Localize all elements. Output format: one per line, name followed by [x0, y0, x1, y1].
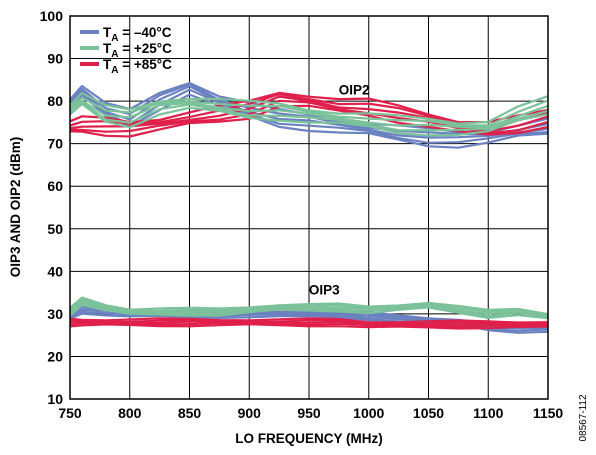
- series-oip3-5: [69, 317, 549, 330]
- legend: TA = –40°CTA = +25°CTA = +85°C: [80, 25, 172, 76]
- y-tick-label: 20: [47, 348, 63, 364]
- y-tick-label: 10: [47, 391, 63, 407]
- legend-label: TA = +85°C: [103, 57, 172, 76]
- legend-symbol: T: [103, 25, 112, 40]
- x-tick-label: 800: [118, 405, 142, 421]
- series-line: [69, 91, 549, 125]
- x-tick-label: 1150: [533, 405, 564, 421]
- series-line: [69, 102, 549, 137]
- series-line: [69, 101, 549, 132]
- y-tick-label: 80: [47, 93, 63, 109]
- y-tick-label: 70: [47, 136, 63, 152]
- legend-label: TA = –40°C: [103, 25, 172, 44]
- series-line: [69, 320, 549, 327]
- legend-subscript: A: [111, 33, 118, 44]
- x-tick-label: 1100: [473, 405, 504, 421]
- series-line: [69, 318, 549, 326]
- figure-code: 08567-112: [578, 394, 589, 442]
- legend-symbol: T: [103, 57, 112, 72]
- series-oip2-1: [69, 91, 549, 137]
- series-line: [69, 317, 549, 324]
- series-oip3-4: [69, 296, 549, 320]
- legend-symbol: T: [103, 41, 112, 56]
- legend-value: = –40°C: [118, 25, 171, 40]
- legend-subscript: A: [111, 65, 118, 76]
- annotation-oip3: OIP3: [309, 283, 340, 298]
- x-tick-label: 900: [238, 405, 262, 421]
- x-tick-label: 850: [178, 405, 202, 421]
- legend-label: TA = +25°C: [103, 41, 172, 60]
- plot-frame: [69, 15, 549, 400]
- series-line: [69, 99, 549, 129]
- series-line: [69, 85, 549, 139]
- y-tick-label: 40: [47, 263, 63, 279]
- series-line: [69, 93, 549, 149]
- annotations: OIP2 OIP3: [309, 83, 370, 298]
- y-tick-label: 90: [47, 51, 63, 67]
- y-tick-label: 50: [47, 221, 63, 237]
- y-tick-labels: 10 20 30 40 50 60 70 80 90 100: [40, 8, 64, 407]
- annotation-oip2: OIP2: [339, 83, 370, 98]
- x-axis-title: LO FREQUENCY (MHz): [235, 431, 383, 446]
- y-axis-title: OIP3 AND OIP2 (dBm): [8, 137, 23, 278]
- x-tick-label: 950: [297, 405, 321, 421]
- y-tick-label: 30: [47, 306, 63, 322]
- legend-value: = +85°C: [118, 57, 172, 72]
- x-tick-label: 1050: [413, 405, 444, 421]
- legend-subscript: A: [111, 49, 118, 60]
- y-tick-label: 100: [40, 8, 64, 24]
- series-line: [69, 296, 549, 316]
- y-tick-label: 60: [47, 178, 63, 194]
- series-line: [69, 96, 549, 127]
- x-tick-label: 750: [58, 405, 82, 421]
- x-tick-labels: 750 800 850 900 950 1000 1050 1100 1150: [58, 405, 563, 421]
- series-group: [69, 81, 549, 334]
- series-line: [69, 297, 549, 317]
- legend-value: = +25°C: [118, 41, 172, 56]
- x-tick-label: 1000: [353, 405, 384, 421]
